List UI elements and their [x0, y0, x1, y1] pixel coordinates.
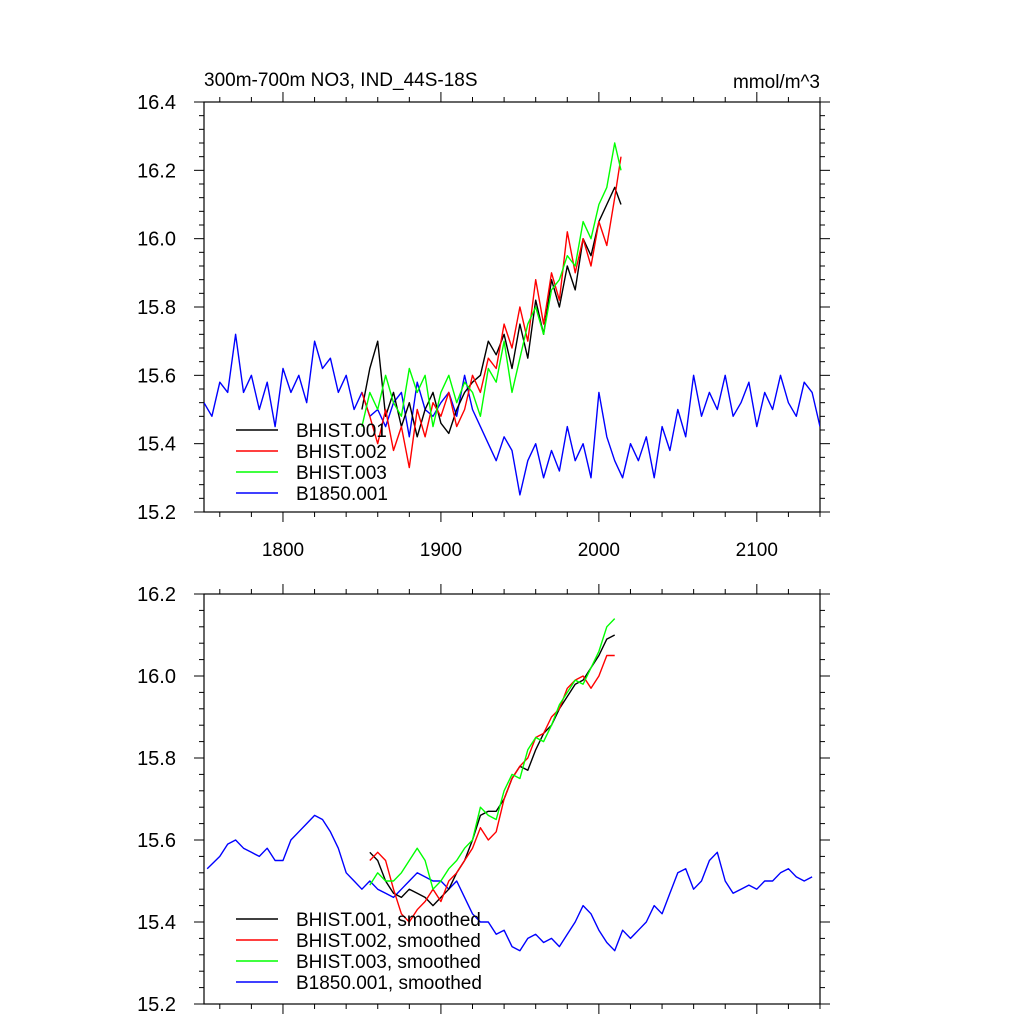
y-tick-label: 15.6: [137, 830, 176, 852]
y-tick-label: 16.4: [137, 92, 176, 114]
legend-label: BHIST.002, smoothed: [296, 931, 481, 952]
y-tick-label: 15.8: [137, 297, 176, 319]
y-tick-label: 16.0: [137, 666, 176, 688]
x-tick-label: 2100: [736, 540, 778, 561]
units-label: mmol/m^3: [733, 72, 820, 93]
x-tick-label: 1900: [420, 540, 462, 561]
y-tick-label: 15.8: [137, 748, 176, 770]
series-line-bhist-002: [361, 156, 622, 469]
y-tick-label: 16.0: [137, 229, 176, 251]
y-tick-label: 15.4: [137, 912, 176, 934]
x-tick-label: 1800: [262, 540, 304, 561]
top-panel: 1800 1900 2000 2100 15.2 15.4 15.6 15.8 16.0 16.2…: [137, 92, 830, 561]
series-line-bhist-003: [361, 142, 622, 428]
bottom-panel: 15.2 15.4 15.6 15.8 16.0 16.2 BHIST.001, smoot…: [137, 584, 830, 1016]
series-line-bhist-001: [369, 634, 616, 907]
series-line-bhist-001: [361, 186, 622, 438]
y-tick-label: 15.2: [137, 502, 176, 524]
legend-label: BHIST.003: [296, 463, 387, 484]
y-tick-label: 15.4: [137, 434, 176, 456]
legend-label: BHIST.001: [296, 421, 387, 442]
legend-label: B1850.001, smoothed: [296, 973, 482, 994]
x-tick-label: 2000: [578, 540, 620, 561]
legend-label: BHIST.002: [296, 442, 387, 463]
legend-label: BHIST.001, smoothed: [296, 910, 481, 931]
chart-title: 300m-700m NO3, IND_44S-18S: [204, 70, 478, 91]
series-line-b1850-001: [204, 333, 820, 496]
legend-label: BHIST.003, smoothed: [296, 952, 481, 973]
legend-label: B1850.001: [296, 484, 388, 505]
series-line-bhist-002: [369, 654, 615, 923]
y-tick-label: 15.6: [137, 365, 176, 387]
series-line-b1850-001: [206, 814, 813, 952]
y-tick-label: 15.2: [137, 994, 176, 1016]
series-line-bhist-003: [369, 618, 616, 890]
y-tick-label: 16.2: [137, 160, 176, 182]
y-tick-label: 16.2: [137, 584, 176, 606]
plot-frame: [203, 593, 821, 1005]
